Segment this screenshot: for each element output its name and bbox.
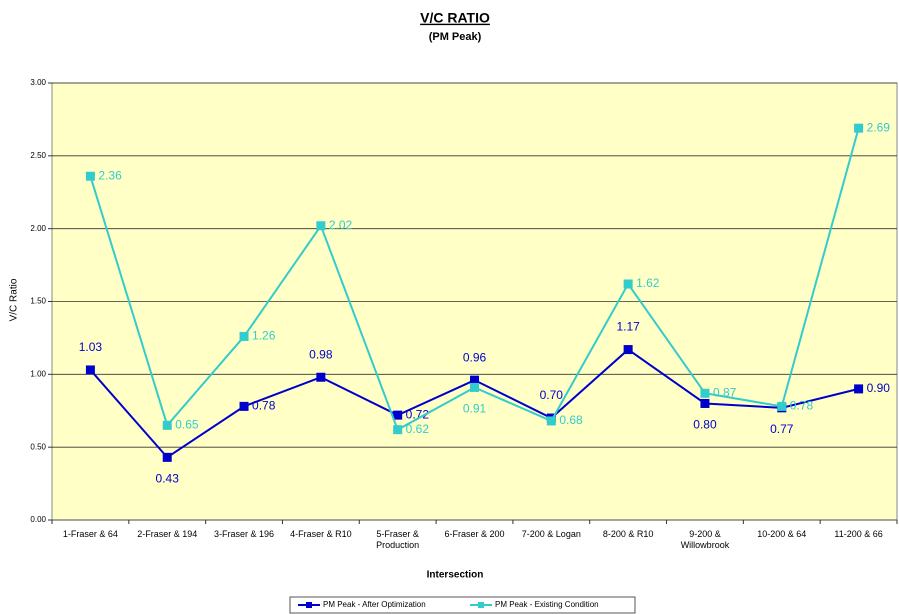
data-point — [623, 345, 633, 355]
data-point — [393, 425, 403, 435]
data-label: 0.65 — [175, 417, 199, 431]
data-label: 0.72 — [406, 407, 430, 421]
x-tick-label: 1-Fraser & 64 — [62, 529, 118, 539]
data-label: 0.77 — [770, 422, 794, 436]
data-label: 0.91 — [463, 402, 487, 416]
y-axis-label: V/C Ratio — [9, 278, 20, 321]
legend-marker — [306, 602, 312, 608]
x-tick-label: 6-Fraser & 200 — [444, 529, 505, 539]
x-axis-label: Intersection — [427, 570, 484, 581]
data-point — [700, 398, 710, 408]
data-point — [162, 452, 172, 462]
chart-title: V/C RATIO — [420, 10, 490, 26]
x-tick-label: 11-200 & 66 — [834, 529, 883, 539]
data-point — [470, 375, 479, 385]
data-point — [854, 384, 864, 394]
legend-label: PM Peak - Existing Condition — [495, 600, 599, 609]
data-label: 0.98 — [309, 347, 333, 361]
legend-marker — [478, 602, 484, 608]
y-tick-label: 2.00 — [30, 224, 46, 233]
data-label: 2.36 — [98, 168, 122, 182]
data-point — [85, 171, 95, 181]
x-tick-label: 2-Fraser & 194 — [137, 529, 198, 539]
data-point — [546, 416, 556, 426]
data-label: 1.17 — [616, 320, 640, 334]
data-label: 0.70 — [540, 388, 564, 402]
data-label: 2.69 — [867, 120, 891, 134]
x-tick-label: 5-Fraser & Production — [376, 529, 420, 550]
data-label: 0.68 — [559, 413, 583, 427]
chart-subtitle: (PM Peak) — [429, 31, 482, 43]
data-label: 0.43 — [156, 472, 180, 486]
data-label: 0.80 — [693, 418, 717, 432]
data-label: 0.78 — [790, 399, 814, 413]
y-tick-label: 1.00 — [30, 369, 46, 378]
data-point — [393, 410, 403, 420]
data-point — [470, 382, 479, 392]
data-point — [777, 401, 787, 411]
x-tick-label: 10-200 & 64 — [757, 529, 807, 539]
data-label: 1.26 — [252, 329, 276, 343]
data-label: 0.90 — [867, 381, 891, 395]
data-label: 0.62 — [406, 422, 430, 436]
y-tick-label: 0.00 — [30, 515, 46, 524]
data-label: 0.96 — [463, 350, 487, 364]
y-tick-label: 1.50 — [30, 297, 46, 306]
data-label: 0.78 — [252, 399, 276, 413]
legend-label: PM Peak - After Optimization — [323, 600, 426, 609]
data-point — [316, 221, 326, 231]
x-tick-label: 3-Fraser & 196 — [214, 529, 275, 539]
x-tick-label: 7-200 & Logan — [521, 529, 581, 539]
data-label: 1.62 — [636, 276, 660, 290]
data-point — [239, 401, 249, 411]
y-tick-label: 2.50 — [30, 151, 46, 160]
data-point — [700, 388, 710, 398]
x-tick-label: 9-200 & Willowbrook — [680, 529, 730, 550]
data-point — [85, 365, 95, 375]
y-tick-label: 3.00 — [30, 78, 46, 87]
data-label: 2.02 — [329, 218, 353, 232]
data-label: 1.03 — [79, 340, 103, 354]
y-tick-label: 0.50 — [30, 442, 46, 451]
data-point — [316, 372, 326, 382]
data-point — [854, 123, 864, 133]
data-point — [162, 420, 172, 430]
data-label: 0.87 — [713, 385, 737, 399]
legend-box — [289, 596, 636, 614]
x-tick-label: 4-Fraser & R10 — [290, 529, 352, 539]
x-tick-label: 8-200 & R10 — [602, 529, 654, 539]
data-point — [623, 279, 633, 289]
data-point — [239, 331, 249, 341]
